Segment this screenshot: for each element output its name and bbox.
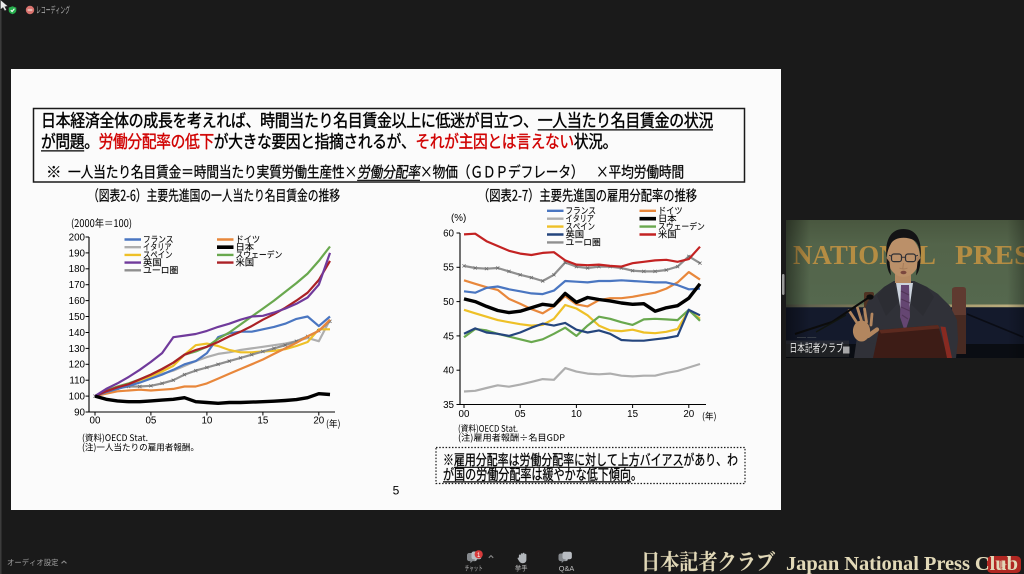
svg-text:00: 00 bbox=[90, 416, 101, 427]
svg-text:10: 10 bbox=[571, 409, 582, 420]
svg-text:50: 50 bbox=[443, 297, 454, 308]
svg-text:(%): (%) bbox=[451, 213, 466, 224]
svg-text:Q&A: Q&A bbox=[559, 564, 575, 573]
svg-text:130: 130 bbox=[69, 344, 86, 355]
svg-text:05: 05 bbox=[145, 416, 156, 427]
svg-text:40: 40 bbox=[443, 366, 454, 377]
svg-text:5: 5 bbox=[393, 484, 400, 498]
svg-text:45: 45 bbox=[443, 331, 454, 342]
svg-text:140: 140 bbox=[69, 328, 86, 339]
svg-text:00: 00 bbox=[459, 409, 470, 420]
svg-text:—— ——: —— —— bbox=[797, 335, 817, 340]
svg-text:190: 190 bbox=[69, 248, 86, 259]
svg-text:170: 170 bbox=[69, 280, 86, 291]
svg-text:10: 10 bbox=[201, 416, 212, 427]
svg-text:100: 100 bbox=[69, 391, 86, 402]
svg-text:15: 15 bbox=[257, 416, 268, 427]
svg-text:15: 15 bbox=[627, 409, 638, 420]
svg-text:180: 180 bbox=[69, 264, 86, 275]
svg-text:55: 55 bbox=[443, 263, 454, 274]
svg-text:Japan National Press Club: Japan National Press Club bbox=[786, 553, 1018, 574]
svg-text:05: 05 bbox=[515, 409, 526, 420]
svg-text:120: 120 bbox=[69, 360, 86, 371]
svg-text:150: 150 bbox=[69, 312, 86, 323]
svg-text:20: 20 bbox=[313, 416, 324, 427]
svg-text:1: 1 bbox=[477, 553, 481, 559]
svg-text:200: 200 bbox=[69, 232, 86, 243]
svg-text:60: 60 bbox=[443, 228, 454, 239]
svg-text:20: 20 bbox=[683, 409, 694, 420]
svg-text:35: 35 bbox=[443, 400, 454, 411]
svg-text:90: 90 bbox=[74, 407, 85, 418]
svg-text:110: 110 bbox=[69, 376, 85, 387]
svg-text:160: 160 bbox=[69, 296, 86, 307]
